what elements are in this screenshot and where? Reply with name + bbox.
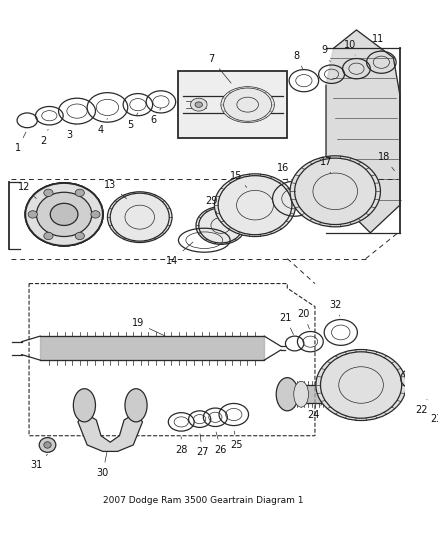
Text: 12: 12 (18, 182, 36, 199)
Text: 1: 1 (15, 132, 26, 153)
Text: 25: 25 (230, 431, 243, 450)
Ellipse shape (110, 193, 169, 241)
Ellipse shape (313, 173, 357, 209)
Ellipse shape (237, 190, 273, 220)
Text: 13: 13 (104, 180, 127, 199)
Text: 15: 15 (230, 171, 247, 188)
Text: 6: 6 (151, 108, 161, 125)
Text: 19: 19 (132, 318, 165, 336)
Ellipse shape (44, 442, 51, 448)
Text: 3: 3 (67, 125, 76, 140)
Text: 7: 7 (208, 54, 231, 83)
Polygon shape (326, 30, 400, 233)
Ellipse shape (73, 389, 95, 422)
Ellipse shape (39, 438, 56, 453)
Ellipse shape (290, 156, 381, 227)
Ellipse shape (191, 98, 207, 111)
Text: 27: 27 (196, 434, 208, 457)
Ellipse shape (91, 211, 100, 218)
Text: 26: 26 (215, 432, 227, 455)
Ellipse shape (107, 192, 172, 243)
Ellipse shape (316, 350, 406, 421)
Text: 11: 11 (371, 34, 384, 51)
Text: 23: 23 (431, 406, 438, 424)
Ellipse shape (218, 176, 292, 235)
Ellipse shape (44, 232, 53, 240)
Ellipse shape (50, 203, 78, 225)
Ellipse shape (125, 389, 147, 422)
Ellipse shape (28, 211, 37, 218)
Text: 22: 22 (415, 399, 427, 415)
Ellipse shape (211, 217, 231, 233)
Text: 14: 14 (166, 242, 193, 265)
Ellipse shape (224, 88, 272, 121)
Text: 8: 8 (293, 51, 303, 69)
Ellipse shape (294, 381, 308, 407)
Text: 16: 16 (276, 163, 289, 181)
Text: 17: 17 (320, 157, 332, 173)
Ellipse shape (276, 378, 298, 411)
Polygon shape (78, 413, 142, 451)
Ellipse shape (321, 352, 402, 418)
Text: 32: 32 (329, 300, 342, 316)
Ellipse shape (75, 189, 85, 197)
Text: 9: 9 (321, 45, 330, 62)
Ellipse shape (237, 97, 258, 112)
Ellipse shape (125, 205, 155, 229)
Ellipse shape (199, 208, 243, 243)
Ellipse shape (221, 87, 274, 123)
Text: 30: 30 (97, 453, 109, 478)
Ellipse shape (25, 183, 103, 246)
Ellipse shape (25, 183, 103, 246)
Ellipse shape (295, 158, 376, 224)
Ellipse shape (75, 232, 85, 240)
Ellipse shape (339, 367, 383, 403)
Ellipse shape (25, 183, 103, 246)
Ellipse shape (44, 189, 53, 197)
Ellipse shape (36, 192, 92, 237)
Text: 31: 31 (30, 454, 47, 470)
Text: 20: 20 (298, 309, 310, 329)
Ellipse shape (215, 174, 296, 237)
Text: 10: 10 (344, 39, 356, 55)
Ellipse shape (196, 207, 246, 244)
Text: 5: 5 (127, 113, 138, 130)
Text: 18: 18 (378, 152, 395, 171)
Text: 29: 29 (205, 196, 218, 214)
Text: 4: 4 (98, 118, 107, 134)
FancyBboxPatch shape (178, 71, 287, 138)
Text: 2007 Dodge Ram 3500 Geartrain Diagram 1: 2007 Dodge Ram 3500 Geartrain Diagram 1 (103, 496, 304, 505)
Text: 2: 2 (40, 130, 48, 146)
Text: 28: 28 (175, 437, 187, 455)
Text: 21: 21 (279, 313, 293, 335)
Text: 24: 24 (307, 403, 322, 421)
Ellipse shape (195, 102, 202, 108)
